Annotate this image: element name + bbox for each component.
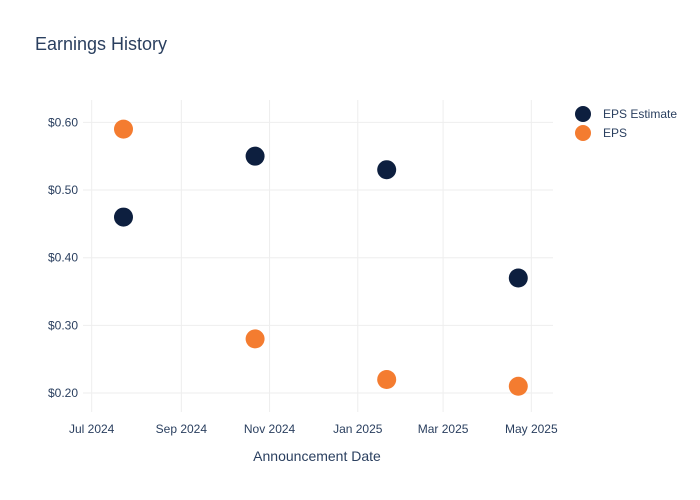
y-tick-label: $0.30 bbox=[48, 318, 78, 332]
tick-layer: Jul 2024 Sep 2024 Nov 2024 Jan 2025 Mar 2025… bbox=[48, 115, 558, 436]
x-tick-label: Mar 2025 bbox=[418, 422, 469, 436]
legend-item-eps[interactable]: EPS bbox=[575, 125, 627, 141]
x-tick-label: Sep 2024 bbox=[156, 422, 208, 436]
legend-label: EPS Estimate bbox=[603, 107, 677, 121]
eps-point[interactable] bbox=[113, 119, 133, 139]
eps-point[interactable] bbox=[245, 329, 265, 349]
y-tick-label: $0.20 bbox=[48, 386, 78, 400]
eps-estimate-point[interactable] bbox=[508, 268, 528, 288]
x-tick-label: Jul 2024 bbox=[69, 422, 115, 436]
legend-item-eps-estimate[interactable]: EPS Estimate bbox=[575, 106, 677, 122]
legend-marker bbox=[575, 125, 591, 141]
eps-point[interactable] bbox=[377, 370, 397, 390]
legend[interactable]: EPS Estimate EPS bbox=[575, 106, 677, 141]
eps-estimate-point[interactable] bbox=[245, 146, 265, 166]
x-tick-label: Nov 2024 bbox=[244, 422, 296, 436]
chart-title: Earnings History bbox=[35, 34, 167, 54]
y-tick-label: $0.50 bbox=[48, 183, 78, 197]
x-tick-label: Jan 2025 bbox=[333, 422, 383, 436]
legend-marker bbox=[575, 106, 591, 122]
y-tick-label: $0.40 bbox=[48, 251, 78, 265]
point-layer bbox=[113, 119, 528, 396]
eps-estimate-point[interactable] bbox=[113, 207, 133, 227]
grid-layer bbox=[83, 100, 553, 412]
eps-point[interactable] bbox=[508, 376, 528, 396]
legend-label: EPS bbox=[603, 126, 627, 140]
y-tick-label: $0.60 bbox=[48, 115, 78, 129]
eps-estimate-point[interactable] bbox=[377, 160, 397, 180]
x-tick-label: May 2025 bbox=[505, 422, 558, 436]
x-axis-title: Announcement Date bbox=[253, 448, 381, 464]
